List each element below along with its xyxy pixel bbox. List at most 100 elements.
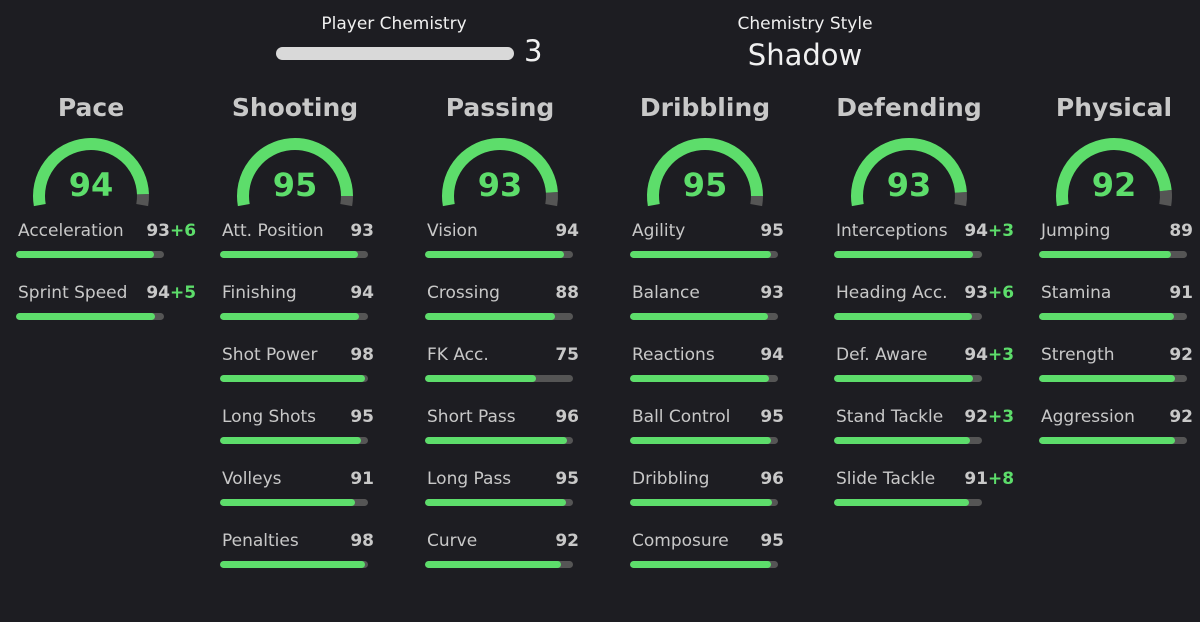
style-value: Shadow bbox=[747, 38, 863, 72]
stat-bar-track bbox=[1039, 375, 1187, 382]
stat-bar-fill bbox=[425, 313, 556, 320]
stat-bar-fill bbox=[220, 313, 360, 320]
stat-value: 94 bbox=[350, 283, 374, 303]
stat-value: 95 bbox=[760, 407, 784, 427]
stat-name: Aggression bbox=[1041, 407, 1135, 427]
stat-name: Dribbling bbox=[632, 469, 710, 489]
stat-bar-track bbox=[834, 375, 982, 382]
stat-value: 88 bbox=[555, 283, 579, 303]
stat-name: FK Acc. bbox=[427, 345, 489, 365]
gauge-fill bbox=[237, 138, 353, 207]
stat-value: 93 bbox=[350, 221, 374, 241]
stat-value: 94 bbox=[760, 345, 784, 365]
stat-name: Vision bbox=[427, 221, 478, 241]
stat-name: Def. Aware bbox=[836, 345, 928, 365]
stat-name: Long Pass bbox=[427, 469, 512, 489]
stat-name: Interceptions bbox=[836, 221, 948, 241]
gauge-fill bbox=[851, 138, 967, 207]
stat-value: 91 bbox=[350, 469, 374, 489]
stat-name: Ball Control bbox=[632, 407, 731, 427]
stat-bar-track bbox=[425, 437, 573, 444]
stat-name: Sprint Speed bbox=[18, 283, 128, 303]
overall-rating: 95 bbox=[683, 166, 728, 204]
stat-bar-fill bbox=[834, 313, 972, 320]
stat-name: Penalties bbox=[222, 531, 299, 551]
stat-name: Acceleration bbox=[18, 221, 124, 241]
stat-name: Composure bbox=[632, 531, 729, 551]
stat-bar-track bbox=[220, 251, 368, 258]
stat-boost: +6 bbox=[170, 221, 197, 241]
stat-boost: +8 bbox=[988, 469, 1015, 489]
stat-bar-fill bbox=[1039, 437, 1176, 444]
stat-bar-track bbox=[834, 251, 982, 258]
stat-bar-fill bbox=[1039, 375, 1176, 382]
stat-value: 92 bbox=[1169, 345, 1193, 365]
stat-value: 95 bbox=[350, 407, 374, 427]
stat-value: 93 bbox=[964, 283, 988, 303]
stat-bar-fill bbox=[834, 499, 969, 506]
chemistry-label: Player Chemistry bbox=[321, 14, 467, 34]
stat-name: Heading Acc. bbox=[836, 283, 948, 303]
stat-bar-track bbox=[834, 437, 982, 444]
stat-value: 98 bbox=[350, 345, 374, 365]
stat-boost: +3 bbox=[988, 345, 1015, 365]
stat-name: Shot Power bbox=[222, 345, 318, 365]
gauge-track bbox=[136, 193, 149, 207]
stat-value: 94 bbox=[964, 221, 988, 241]
stat-bar-track bbox=[425, 375, 573, 382]
gauge-track bbox=[1159, 189, 1172, 207]
stat-bar-track bbox=[425, 251, 573, 258]
stat-bar-track bbox=[630, 251, 778, 258]
gauge-fill bbox=[442, 138, 558, 207]
stat-bar-track bbox=[1039, 437, 1187, 444]
stat-bar-fill bbox=[220, 561, 366, 568]
gauge-track bbox=[750, 195, 763, 207]
stat-value: 94 bbox=[146, 283, 170, 303]
stat-value: 92 bbox=[1169, 407, 1193, 427]
stat-name: Volleys bbox=[222, 469, 282, 489]
stat-bar-fill bbox=[630, 251, 771, 258]
stat-value: 75 bbox=[555, 345, 579, 365]
stat-name: Slide Tackle bbox=[836, 469, 936, 489]
stat-bar-track bbox=[220, 375, 368, 382]
stat-bar-fill bbox=[834, 437, 971, 444]
overall-rating: 95 bbox=[273, 166, 318, 204]
stat-bar-track bbox=[1039, 313, 1187, 320]
stat-bar-track bbox=[16, 313, 164, 320]
stat-bar-fill bbox=[834, 375, 974, 382]
overall-rating: 93 bbox=[478, 166, 523, 204]
stat-bar-track bbox=[630, 437, 778, 444]
stat-bar-fill bbox=[425, 437, 568, 444]
stat-value: 96 bbox=[760, 469, 784, 489]
stat-bar-fill bbox=[425, 251, 565, 258]
stat-name: Att. Position bbox=[222, 221, 324, 241]
category-title: Defending bbox=[836, 93, 982, 122]
category-title: Pace bbox=[57, 93, 125, 122]
stat-value: 89 bbox=[1169, 221, 1193, 241]
stat-value: 94 bbox=[964, 345, 988, 365]
stat-bar-track bbox=[630, 499, 778, 506]
stat-bar-track bbox=[220, 313, 368, 320]
stat-name: Long Shots bbox=[222, 407, 317, 427]
stat-value: 94 bbox=[555, 221, 579, 241]
gauge-track bbox=[545, 191, 558, 207]
overall-rating: 93 bbox=[887, 166, 932, 204]
stat-bar-fill bbox=[220, 437, 361, 444]
stat-value: 95 bbox=[555, 469, 579, 489]
stat-bar-track bbox=[834, 499, 982, 506]
category-title: Physical bbox=[1055, 93, 1173, 122]
gauge-fill bbox=[1056, 138, 1172, 207]
stat-boost: +3 bbox=[988, 221, 1015, 241]
stat-bar-fill bbox=[630, 375, 770, 382]
overall-rating: 92 bbox=[1092, 166, 1137, 204]
stat-bar-track bbox=[16, 251, 164, 258]
stat-name: Reactions bbox=[632, 345, 715, 365]
stat-value: 91 bbox=[964, 469, 988, 489]
stat-bar-fill bbox=[630, 437, 771, 444]
overall-rating: 94 bbox=[69, 166, 114, 204]
stat-name: Finishing bbox=[222, 283, 297, 303]
stat-name: Stamina bbox=[1041, 283, 1112, 303]
stat-bar-track bbox=[425, 313, 573, 320]
style-label: Chemistry Style bbox=[737, 14, 873, 34]
